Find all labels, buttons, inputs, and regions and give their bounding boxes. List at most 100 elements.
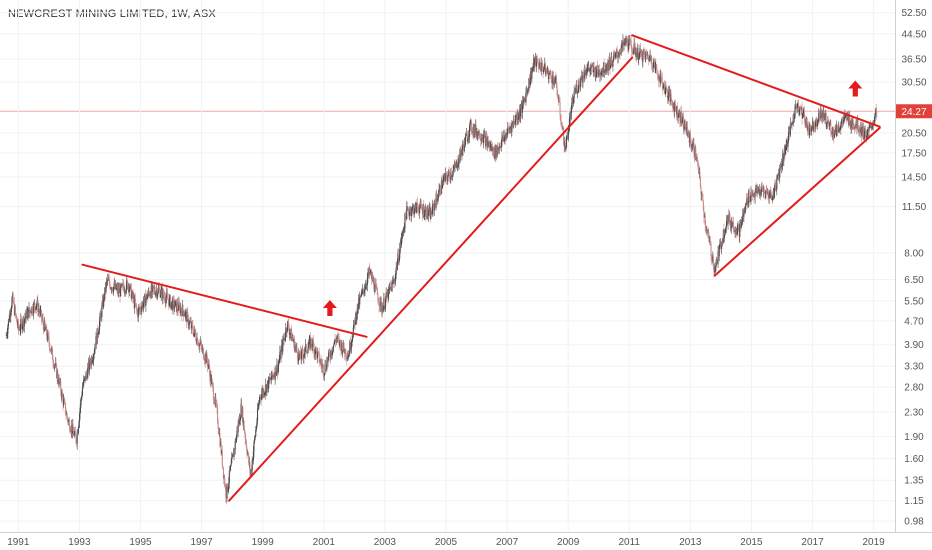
candle-body (638, 58, 640, 60)
candle-body (431, 213, 433, 215)
candle-body (120, 284, 122, 287)
candle-body (864, 128, 867, 136)
candle-body (536, 57, 538, 67)
candle-body (399, 249, 401, 259)
candle-body (291, 337, 293, 341)
candle-body (718, 251, 720, 256)
candle-body (554, 75, 556, 84)
last-price-tag (896, 104, 932, 119)
candle-body (10, 307, 12, 312)
candle-body (282, 339, 284, 352)
candle-body (745, 202, 747, 211)
candle-body (201, 345, 203, 350)
candle-body (498, 145, 501, 149)
candle-body (271, 371, 273, 380)
candle-body (315, 347, 317, 355)
candle-body (577, 89, 579, 92)
candle-body (429, 208, 431, 219)
candle-body (450, 172, 452, 180)
candle-body (663, 85, 665, 87)
candle-body (353, 319, 356, 321)
candle-body (54, 365, 56, 366)
candle-body (67, 418, 69, 422)
candle-body (705, 225, 707, 229)
candle-body (395, 273, 397, 281)
candle-body (697, 161, 699, 165)
candle-body (820, 111, 823, 119)
candle-body (418, 210, 420, 213)
candle-body (867, 130, 869, 132)
candle-body (81, 395, 83, 398)
candle-body (577, 91, 579, 93)
candle-body (523, 99, 525, 103)
candle-body (167, 299, 169, 301)
candle-body (226, 484, 228, 499)
candle-body (349, 342, 351, 350)
candle-body (699, 177, 701, 187)
candle-body (280, 349, 282, 359)
candle-body (316, 351, 318, 358)
candle-body (335, 340, 337, 342)
candle-body (231, 457, 233, 464)
candle-body (817, 112, 820, 122)
y-tick-label: 14.50 (901, 173, 926, 184)
candle-body (619, 52, 621, 54)
candle-body (148, 292, 150, 296)
candle-body (59, 381, 61, 384)
candle-body (520, 108, 522, 117)
candle-body (538, 62, 541, 69)
candle-body (108, 279, 110, 281)
candle-body (466, 133, 468, 135)
candle-body (320, 360, 322, 364)
candle-body (675, 106, 677, 109)
candle-body (515, 115, 517, 120)
candle-body (510, 127, 512, 132)
candle-body (618, 55, 620, 56)
candle-body (403, 228, 405, 230)
candle-body (209, 371, 211, 381)
candle-body (563, 144, 565, 147)
candle-body (246, 453, 249, 455)
candle-body (740, 222, 742, 227)
candle-body (207, 360, 209, 367)
candle-body (126, 280, 128, 282)
candle-body (860, 126, 862, 136)
candle-body (155, 292, 157, 296)
candle-body (434, 203, 436, 205)
candle-body (692, 143, 694, 147)
candle-body (185, 311, 187, 323)
candle-body (238, 423, 240, 425)
candle-body (396, 267, 398, 270)
candle-body (769, 191, 771, 197)
candle-body (380, 297, 382, 302)
candle-body (608, 60, 610, 68)
candle-body (765, 190, 767, 199)
candle-body (324, 364, 326, 374)
candle-body (389, 287, 391, 289)
candle-body (582, 72, 584, 83)
candle-body (643, 51, 645, 54)
candle-body (764, 192, 766, 199)
candle-body (453, 164, 455, 169)
candle-body (321, 364, 323, 367)
candle-body (100, 313, 102, 318)
candle-body (652, 62, 655, 68)
candle-body (244, 429, 246, 434)
candle-body (337, 336, 339, 338)
candle-body (134, 298, 136, 304)
candle-body (410, 212, 412, 217)
candle-body (819, 109, 821, 119)
candle-body (274, 375, 276, 379)
candle-body (856, 124, 858, 129)
candle-body (7, 319, 10, 326)
candle-body (352, 327, 354, 337)
candle-body (266, 384, 268, 393)
candle-body (329, 353, 331, 358)
candle-body (480, 139, 482, 141)
candle-body (568, 118, 570, 131)
candle-body (415, 202, 417, 213)
candle-body (839, 128, 841, 131)
candle-body (188, 324, 190, 326)
candle-body (503, 134, 505, 140)
